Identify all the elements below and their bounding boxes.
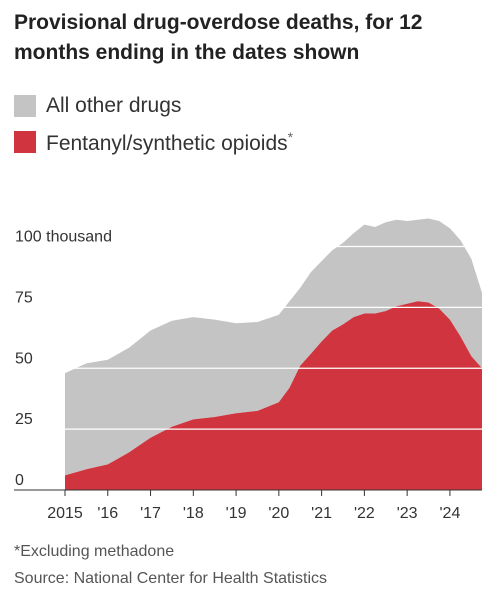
y-tick-label-100: 100 thousand	[15, 229, 112, 246]
y-tick-label-75: 75	[15, 289, 33, 306]
legend-label-fentanyl-text: Fentanyl/synthetic opioids	[46, 131, 288, 155]
x-tick-label-2024: '24	[439, 505, 460, 522]
chart-title: Provisional drug-overdose deaths, for 12…	[14, 11, 423, 64]
series-area-fentanyl	[65, 301, 482, 490]
footnote: *Excluding methadone	[14, 543, 175, 560]
y-axis-labels: 0 25 50 75 100 thousand	[15, 229, 112, 489]
legend-label-fentanyl: Fentanyl/synthetic opioids*	[46, 129, 293, 156]
x-tick-label-2023: '23	[397, 505, 418, 522]
x-tick-label-2021: '21	[311, 505, 332, 522]
chart-plot: 0 25 50 75 100 thousand 2015 '16 '17 '18 '19 '20 '…	[14, 218, 482, 522]
x-tick-label-2015: 2015	[47, 505, 83, 522]
legend-label-other: All other drugs	[46, 94, 182, 117]
chart-areas	[65, 218, 482, 490]
legend-footnote-mark: *	[287, 128, 294, 145]
x-axis: 2015 '16 '17 '18 '19 '20 '21 '22 '23 '24	[14, 489, 482, 522]
x-tick-label-2018: '18	[183, 505, 204, 522]
x-tick-label-2016: '16	[97, 505, 118, 522]
legend-swatch-other	[14, 95, 36, 117]
legend-item-fentanyl: Fentanyl/synthetic opioids*	[14, 127, 293, 157]
legend-swatch-fentanyl	[14, 131, 36, 153]
y-tick-label-0: 0	[15, 472, 24, 489]
chart-gridlines	[14, 245, 482, 430]
y-tick-label-25: 25	[15, 411, 33, 428]
x-tick-label-2019: '19	[226, 505, 247, 522]
source-note: Source: National Center for Health Stati…	[14, 570, 328, 587]
x-tick-label-2017: '17	[140, 505, 161, 522]
y-tick-label-50: 50	[15, 350, 33, 367]
x-tick-label-2020: '20	[268, 505, 289, 522]
x-tick-label-2022: '22	[354, 505, 375, 522]
series-area-other	[65, 218, 482, 476]
legend-item-other: All other drugs	[14, 91, 181, 121]
